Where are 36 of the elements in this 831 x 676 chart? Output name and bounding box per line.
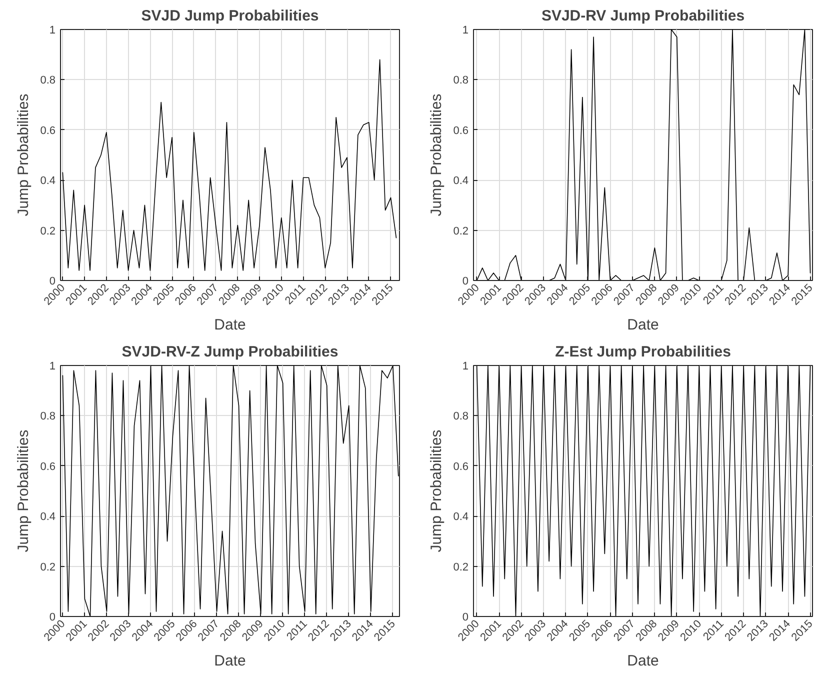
y-tick-label: 0.6 — [40, 124, 56, 137]
x-axis-title: Date — [627, 652, 659, 670]
y-tick-label: 0 — [462, 612, 469, 624]
y-tick-label: 1 — [462, 360, 469, 372]
y-tick-label: 0.6 — [453, 460, 469, 473]
y-tick-label: 0 — [462, 276, 469, 288]
y-tick-label: 0 — [49, 276, 56, 288]
chart-title: SVJD-RV-Z Jump Probabilities — [122, 344, 338, 360]
y-tick-label: 0.4 — [453, 511, 469, 524]
y-tick-label: 0.4 — [453, 175, 469, 188]
y-tick-label: 0.6 — [453, 124, 469, 137]
y-axis-title: Jump Probabilities — [428, 430, 446, 552]
y-tick-label: 0.2 — [40, 561, 56, 574]
chart-title: Z-Est Jump Probabilities — [555, 344, 731, 360]
chart-title: SVJD Jump Probabilities — [141, 8, 319, 24]
y-axis-title: Jump Probabilities — [15, 94, 32, 216]
x-axis-title: Date — [214, 316, 246, 334]
y-tick-label: 0 — [49, 612, 56, 624]
y-tick-label: 0.8 — [453, 410, 469, 423]
y-tick-label: 0.8 — [453, 74, 469, 87]
y-tick-label: 0.2 — [453, 561, 469, 574]
y-tick-label: 0.4 — [40, 175, 56, 188]
y-tick-label: 0.4 — [40, 511, 56, 524]
x-axis-title: Date — [214, 652, 246, 670]
y-axis-title: Jump Probabilities — [15, 430, 32, 552]
y-tick-label: 0.2 — [40, 225, 56, 238]
y-tick-label: 0.8 — [40, 74, 56, 87]
y-tick-label: 0.6 — [40, 460, 56, 473]
y-tick-label: 0.8 — [40, 410, 56, 423]
x-axis-title: Date — [627, 316, 659, 334]
y-tick-label: 1 — [49, 24, 56, 36]
chart-title: SVJD-RV Jump Probabilities — [541, 8, 745, 24]
y-tick-label: 0.2 — [453, 225, 469, 238]
y-tick-label: 1 — [49, 360, 56, 372]
y-axis-title: Jump Probabilities — [428, 94, 446, 216]
y-tick-label: 1 — [462, 24, 469, 36]
